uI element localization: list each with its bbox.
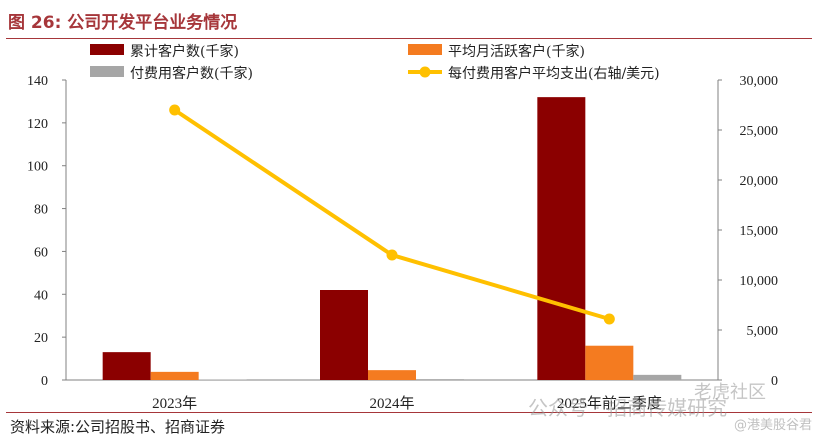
bar-1-1 <box>102 352 151 380</box>
chart-legend: 累计客户数(千家) 平均月活跃客户(千家) 付费用客户数(千家) 每付费用客户平均支出… <box>90 43 660 82</box>
x-tick-label: 2025年前三季度 <box>557 395 662 412</box>
watermark-wechat: 公众号 · 招商传媒研究 <box>528 396 728 420</box>
legend-label: 平均月活跃客户(千家) <box>448 43 585 60</box>
y-left-tick-label: 120 <box>27 117 48 132</box>
x-tick-label: 2024年 <box>369 395 414 412</box>
title-divider <box>6 38 812 39</box>
y-right-tick-label: 30,000 <box>740 74 779 89</box>
bar-2-2 <box>368 370 416 380</box>
y-left-tick-label: 20 <box>34 331 48 346</box>
watermark-tiger: 老虎社区 <box>694 382 766 403</box>
y-right-tick-label: 0 <box>771 374 778 389</box>
y-right-tick-label: 15,000 <box>740 224 779 239</box>
legend-label: 每付费用客户平均支出(右轴/美元) <box>448 65 660 82</box>
legend-swatch <box>408 44 442 55</box>
legend-item-3: 付费用客户数(千家) <box>90 65 253 82</box>
source-note: 资料来源:公司招股书、招商证券 <box>10 418 226 436</box>
y-left-tick-label: 100 <box>27 160 48 175</box>
legend-item-1: 累计客户数(千家) <box>90 43 239 60</box>
bar-1-3 <box>537 97 586 381</box>
chart-bars <box>102 97 682 381</box>
bar-3-2 <box>416 379 464 380</box>
line-point-3 <box>603 313 615 325</box>
line-point-2 <box>386 249 398 261</box>
footer-divider <box>6 412 812 413</box>
legend-label: 累计客户数(千家) <box>130 43 239 60</box>
bar-3-3 <box>633 374 682 380</box>
figure-title: 图 26: 公司开发平台业务情况 <box>8 13 238 33</box>
legend-label: 付费用客户数(千家) <box>130 65 253 82</box>
legend-swatch <box>90 66 124 77</box>
y-left-tick-label: 80 <box>34 203 48 218</box>
y-right-tick-label: 10,000 <box>740 274 779 289</box>
bar-1-2 <box>320 290 368 380</box>
y-left-tick-label: 0 <box>41 374 48 389</box>
watermark-author: @港美股谷君 <box>734 418 813 433</box>
y-left-tick-label: 40 <box>34 288 48 303</box>
legend-swatch <box>90 44 124 55</box>
chart-axes: 0 20 40 60 80 100 120 140 0 5,000 10,000 15,000 20,0… <box>27 74 778 412</box>
y-left-tick-label: 60 <box>34 245 48 260</box>
x-tick-label: 2023年 <box>152 395 197 412</box>
y-right-tick-label: 5,000 <box>747 324 779 339</box>
y-right-tick-label: 25,000 <box>740 124 779 139</box>
bar-2-3 <box>585 345 634 380</box>
line-point-1 <box>169 104 181 116</box>
chart-line-series <box>169 104 615 325</box>
y-right-tick-label: 20,000 <box>740 174 779 189</box>
legend-item-4: 每付费用客户平均支出(右轴/美元) <box>408 65 660 82</box>
bar-2-1 <box>150 371 199 380</box>
legend-marker <box>419 66 431 78</box>
legend-item-2: 平均月活跃客户(千家) <box>408 43 585 60</box>
y-left-tick-label: 140 <box>27 74 48 89</box>
